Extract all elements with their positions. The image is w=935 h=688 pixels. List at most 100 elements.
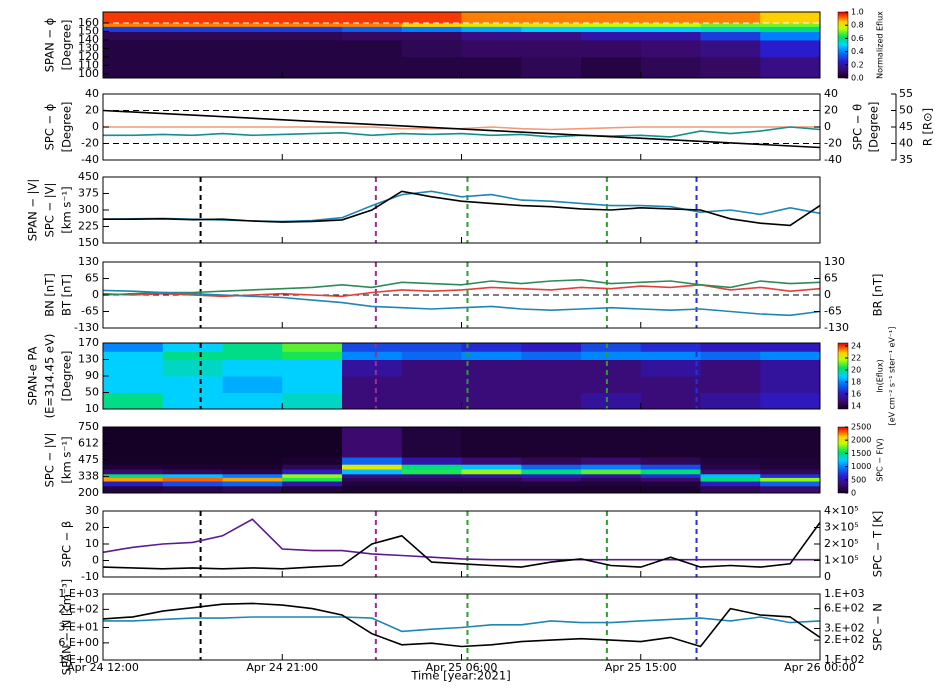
heatmap-cell: [641, 486, 701, 494]
heatmap-cell: [641, 457, 701, 465]
heatmap-cell: [163, 474, 223, 478]
y-tick-label: 65: [85, 272, 99, 285]
axis-title: (E=314.45 eV): [43, 334, 57, 419]
heatmap-cell: [760, 57, 820, 79]
heatmap-cell: [282, 12, 342, 24]
heatmap-cell: [402, 26, 462, 32]
heatmap-cell: [402, 393, 462, 410]
y-tick-label: 10: [85, 537, 99, 550]
heatmap-cell: [641, 40, 701, 57]
heatmap-cell: [342, 427, 402, 458]
colorbar: [838, 427, 848, 493]
heatmap-cell: [223, 376, 283, 393]
heatmap-cell: [282, 474, 342, 478]
y2-tick-label: 20: [824, 104, 838, 117]
y3-tick-label: 45: [899, 120, 913, 133]
colorbar-tick-label: 20: [851, 366, 861, 375]
colorbar-tick-label: 14: [851, 402, 861, 411]
heatmap-cell: [282, 427, 342, 458]
heatmap-cell: [701, 12, 761, 24]
axis-title: [Degree]: [60, 351, 74, 402]
heatmap-cell: [103, 469, 163, 474]
heatmap-cell: [282, 481, 342, 486]
heatmap-cell: [223, 12, 283, 24]
colorbar-tick-label: 0.2: [851, 60, 864, 69]
heatmap-cell: [462, 469, 522, 474]
heatmap-cell: [402, 360, 462, 377]
heatmap-cell: [581, 31, 641, 40]
heatmap-cell: [581, 360, 641, 377]
heatmap-cell: [521, 26, 581, 32]
axis-title: SPC − T [K]: [871, 511, 885, 577]
heatmap-cell: [342, 376, 402, 393]
panel: 3020100-104×10⁵3×10⁵2×10⁵1×10⁵0: [81, 504, 859, 583]
heatmap-cell: [641, 427, 701, 458]
heatmap-cell: [163, 464, 223, 469]
heatmap-cell: [462, 57, 522, 79]
heatmap-cell: [521, 486, 581, 494]
heatmap-cell: [760, 486, 820, 494]
heatmap-cell: [342, 486, 402, 494]
y-tick-label: 170: [78, 336, 99, 349]
figure: Time [year:2021] 0.00.20.40.60.81.010011…: [0, 0, 935, 684]
heatmap-cell: [701, 469, 761, 474]
heatmap-cell: [641, 351, 701, 360]
y-tick-label: -65: [81, 305, 99, 318]
heatmap-cell: [282, 393, 342, 410]
y-tick-label: 40: [85, 87, 99, 100]
heatmap-cell: [103, 57, 163, 79]
series-line: [103, 523, 820, 569]
series-line: [103, 617, 820, 631]
heatmap-cell: [163, 486, 223, 494]
heatmap-cell: [282, 486, 342, 494]
y-tick-label: 130: [78, 255, 99, 268]
y2-tick-label: 40: [824, 87, 838, 100]
heatmap-cell: [701, 26, 761, 32]
x-tick-label: Apr 25 06:00: [426, 661, 498, 674]
x-tick-label: Apr 24 21:00: [246, 661, 318, 674]
series-line: [103, 603, 820, 646]
axis-title: ln(Eflux): [876, 359, 885, 392]
axis-title: BT [nT]: [60, 274, 74, 316]
heatmap-cell: [462, 12, 522, 24]
y-tick-label: 612: [78, 437, 99, 450]
y2-tick-label: 1.E+03: [824, 587, 865, 600]
y2-tick-label: 4×10⁵: [824, 504, 859, 517]
heatmap-cell: [402, 57, 462, 79]
heatmap-cell: [701, 57, 761, 79]
heatmap-cell: [282, 343, 342, 352]
y-tick-label: -40: [81, 153, 99, 166]
axis-title: [eV cm⁻² s⁻¹ ster⁻¹ eV⁻¹]: [888, 327, 897, 426]
axis-title: SPC − θ: [851, 104, 865, 150]
heatmap-cell: [282, 457, 342, 465]
heatmap-cell: [103, 351, 163, 360]
heatmap-cell: [581, 26, 641, 32]
axis-title: [km s⁻¹]: [60, 436, 74, 483]
y3-tick-label: 50: [899, 104, 913, 117]
heatmap-cell: [760, 360, 820, 377]
heatmap-cell: [701, 393, 761, 410]
heatmap-cell: [521, 23, 581, 27]
heatmap-cell: [760, 343, 820, 352]
heatmap-cell: [402, 351, 462, 360]
heatmap-cell: [521, 457, 581, 465]
heatmap-cell: [103, 481, 163, 486]
y2-tick-label: 0: [824, 288, 831, 301]
heatmap-cell: [402, 12, 462, 24]
heatmap-cell: [760, 457, 820, 465]
colorbar-tick-label: 0: [851, 489, 856, 498]
colorbar-tick-label: 1500: [851, 449, 871, 458]
heatmap-cell: [641, 477, 701, 481]
heatmap-cell: [641, 26, 701, 32]
colorbar-tick-label: 0.8: [851, 21, 864, 30]
heatmap-cell: [641, 481, 701, 486]
heatmap-cell: [462, 360, 522, 377]
heatmap-cell: [701, 376, 761, 393]
axis-title: Normalized Eflux: [876, 11, 885, 79]
heatmap-cell: [581, 376, 641, 393]
heatmap-cell: [581, 393, 641, 410]
heatmap-cell: [342, 26, 402, 32]
heatmap-cell: [342, 57, 402, 79]
heatmap-cell: [342, 469, 402, 474]
y2-tick-label: 2×10⁵: [824, 537, 859, 550]
